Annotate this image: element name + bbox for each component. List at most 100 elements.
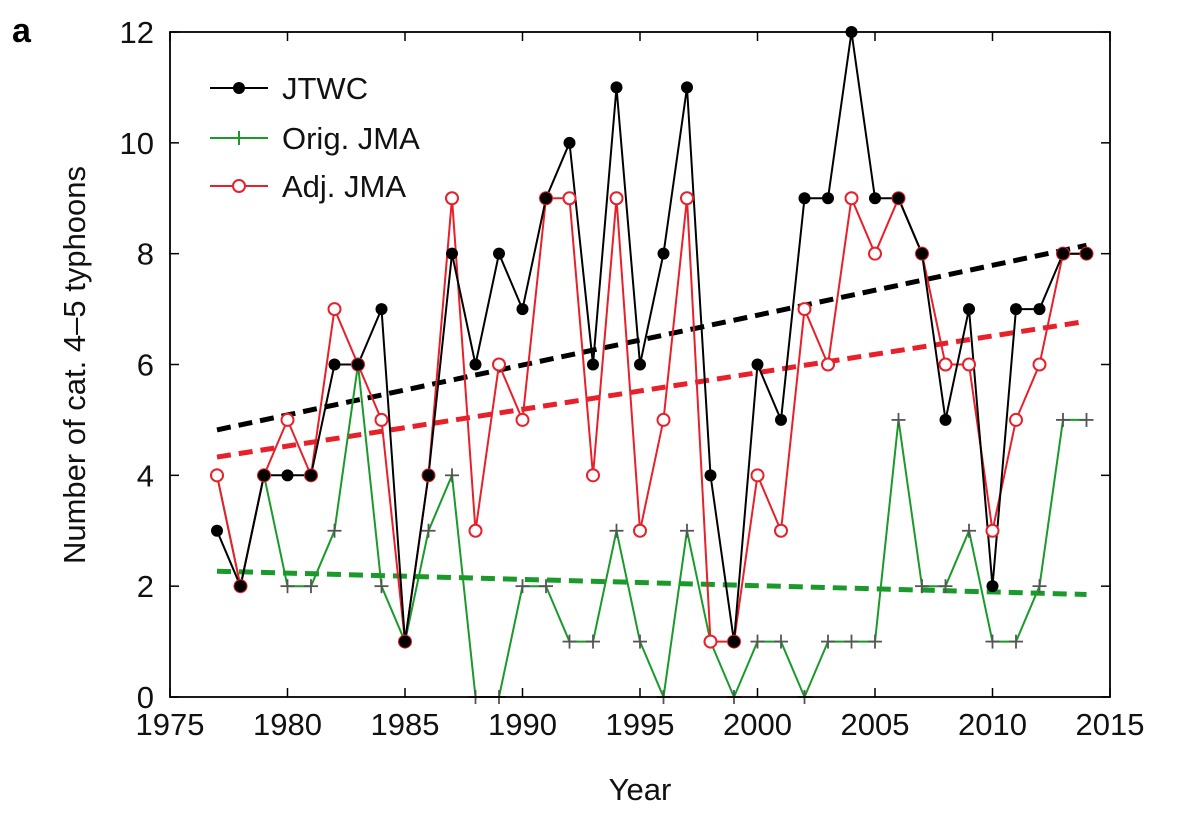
data-point-jtwc (963, 303, 975, 316)
data-point-jtwc (422, 469, 435, 482)
data-point-jtwc (610, 81, 623, 94)
data-point-jtwc (352, 358, 364, 371)
data-point-orig-jma (609, 523, 624, 538)
x-tick-label: 1980 (253, 707, 322, 742)
data-point-orig-jma (539, 579, 553, 594)
data-point-jtwc (516, 303, 529, 316)
data-point-orig-jma (586, 634, 600, 649)
data-point-jtwc (281, 469, 294, 482)
data-point-orig-jma (1032, 579, 1047, 594)
y-axis-title: Number of cat. 4–5 typhoons (57, 166, 92, 564)
data-point-adj-jma (656, 412, 671, 427)
data-point-jtwc (540, 192, 552, 205)
legend-marker-jtwc (233, 82, 245, 94)
data-point-adj-jma (821, 357, 835, 372)
data-point-jtwc (493, 247, 505, 260)
data-point-adj-jma (938, 357, 953, 372)
y-tick-label: 4 (137, 458, 154, 493)
legend: JTWC Orig. JMA Adj. JMA (210, 71, 420, 204)
data-point-orig-jma (445, 468, 459, 483)
y-tick-label: 2 (137, 569, 154, 604)
data-point-orig-jma (280, 579, 295, 594)
data-point-adj-jma (1009, 412, 1023, 427)
data-point-jtwc (234, 580, 247, 593)
panel-label: a (12, 12, 32, 50)
data-point-adj-jma (562, 191, 577, 206)
data-point-jtwc (751, 358, 764, 371)
x-tick-label: 1995 (606, 707, 675, 742)
data-point-jtwc (775, 413, 787, 426)
x-tick-label: 2015 (1076, 707, 1145, 742)
data-point-adj-jma (962, 357, 976, 372)
y-tick-label: 6 (137, 348, 154, 383)
x-axis-title: Year (609, 772, 672, 807)
trend-line-orig-jma (216, 568, 1087, 597)
data-point-orig-jma (1079, 412, 1094, 427)
data-point-jtwc (305, 469, 317, 482)
data-point-orig-jma (938, 579, 953, 594)
y-tick-label: 0 (137, 680, 154, 715)
series-line-orig-jma (216, 364, 1087, 701)
data-point-jtwc (869, 192, 881, 205)
legend-marker-adj-jma (232, 179, 246, 193)
data-point-adj-jma (327, 302, 342, 317)
data-point-jtwc (211, 524, 223, 537)
data-point-orig-jma (844, 634, 859, 649)
data-point-jtwc (728, 635, 740, 648)
data-point-jtwc (822, 192, 834, 205)
data-point-orig-jma (915, 579, 929, 594)
data-point-orig-jma (633, 634, 647, 649)
data-point-adj-jma (515, 412, 530, 427)
data-point-adj-jma (374, 412, 389, 427)
data-point-adj-jma (492, 357, 506, 372)
data-point-orig-jma (515, 579, 530, 594)
data-point-jtwc (469, 358, 482, 371)
x-tick-label: 1985 (371, 707, 440, 742)
trend-lines (216, 242, 1088, 597)
series-line-adj-jma (216, 194, 1087, 643)
data-point-adj-jma (633, 523, 647, 538)
data-point-orig-jma (985, 634, 1000, 649)
data-point-adj-jma (1032, 357, 1047, 372)
data-point-jtwc (587, 358, 599, 371)
x-tick-label: 2000 (723, 707, 792, 742)
data-point-jtwc (681, 81, 693, 94)
data-point-adj-jma (468, 523, 483, 538)
data-point-jtwc (986, 580, 999, 593)
data-point-orig-jma (374, 579, 389, 594)
data-point-orig-jma (304, 579, 318, 594)
y-tick-label: 12 (120, 15, 154, 50)
data-point-orig-jma (1056, 412, 1070, 427)
series-line-jtwc (216, 31, 1087, 642)
data-point-orig-jma (562, 634, 577, 649)
data-point-adj-jma (750, 468, 765, 483)
data-point-orig-jma (680, 523, 694, 538)
data-point-jtwc (563, 136, 576, 149)
data-point-jtwc (634, 358, 646, 371)
data-point-adj-jma (586, 468, 600, 483)
data-point-jtwc (704, 469, 717, 482)
data-point-orig-jma (868, 634, 882, 649)
data-point-adj-jma (280, 412, 295, 427)
data-point-adj-jma (445, 191, 459, 206)
data-point-jtwc (1033, 303, 1046, 316)
legend-label-adj-jma: Adj. JMA (282, 169, 406, 204)
x-tick-label: 2005 (841, 707, 910, 742)
data-point-jtwc (1057, 247, 1069, 260)
data-point-adj-jma (703, 634, 718, 649)
ticks: 1975 1980 1985 1990 1995 2000 2005 2010 2015 0 2 4 6… (120, 15, 1145, 742)
y-tick-label: 10 (120, 126, 154, 161)
data-point-orig-jma (891, 412, 906, 427)
data-point-jtwc (375, 303, 388, 316)
data-point-jtwc (657, 247, 670, 260)
data-point-orig-jma (1009, 634, 1023, 649)
series-markers (210, 26, 1094, 704)
data-point-adj-jma (680, 191, 694, 206)
x-tick-label: 1975 (136, 707, 205, 742)
data-point-orig-jma (962, 523, 976, 538)
x-tick-label: 1990 (488, 707, 557, 742)
data-point-jtwc (1010, 303, 1022, 316)
data-point-jtwc (258, 469, 270, 482)
data-point-adj-jma (868, 246, 882, 261)
data-point-adj-jma (609, 191, 624, 206)
